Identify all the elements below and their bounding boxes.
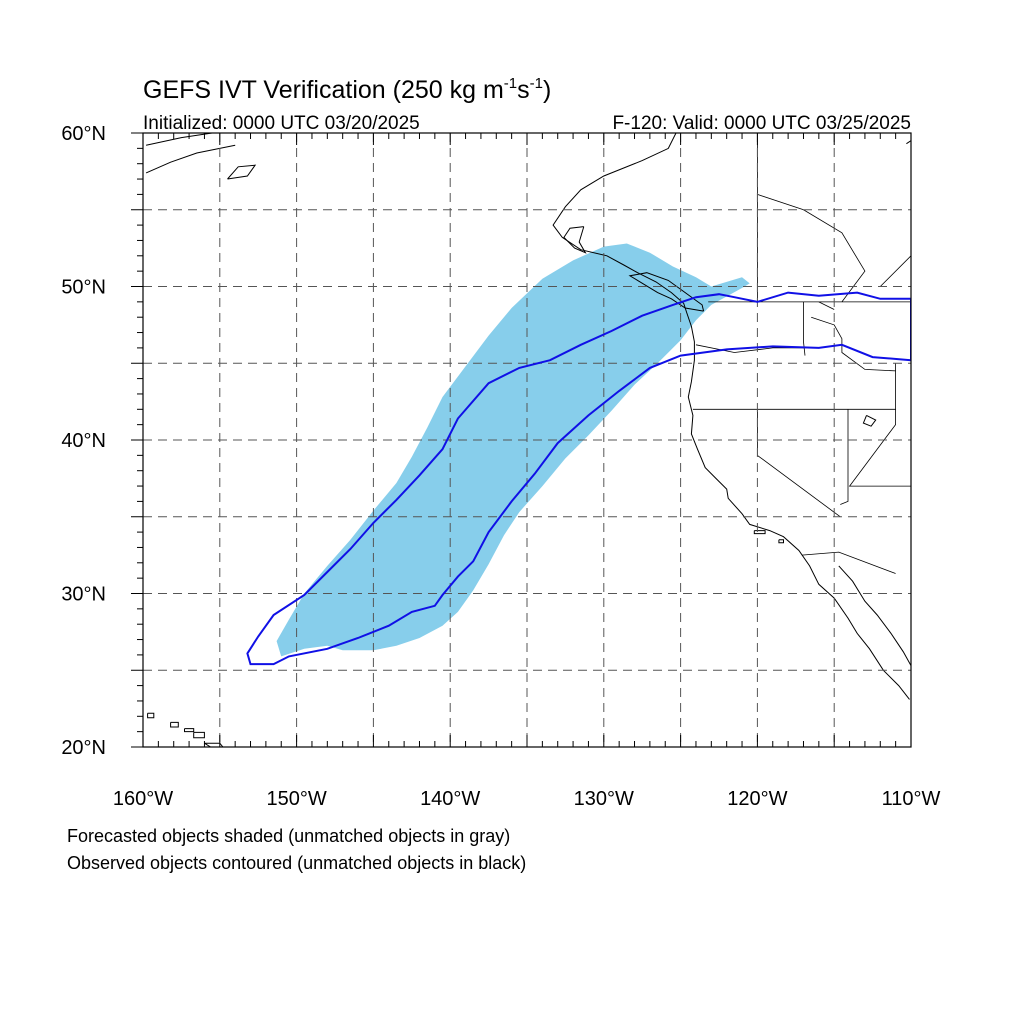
map-frame: [142, 132, 912, 748]
island-outline: [170, 721, 179, 728]
state-border: [757, 194, 866, 303]
island-outline: [147, 712, 155, 719]
lat-label: 50°N: [61, 277, 106, 299]
coastline: [906, 140, 911, 145]
state-border: [880, 255, 911, 287]
lon-label: 150°W: [266, 788, 326, 810]
island-outline: [778, 539, 784, 544]
observed-objects: [246, 291, 911, 666]
lat-label: 20°N: [61, 737, 106, 759]
lon-label: 110°W: [882, 788, 941, 810]
state-border: [818, 301, 835, 310]
lon-label: 160°W: [113, 788, 173, 810]
map-plot-area: [143, 133, 911, 747]
observed-object-contour: [246, 291, 911, 666]
lon-label: 130°W: [574, 788, 634, 810]
island-outline: [184, 728, 195, 733]
coastline: [145, 133, 213, 146]
coastline: [552, 133, 910, 700]
political-borders: [692, 133, 911, 574]
coastline: [227, 164, 257, 180]
coastline: [145, 144, 236, 174]
state-border: [840, 409, 849, 505]
lat-label: 30°N: [61, 584, 106, 606]
coastline: [563, 226, 587, 254]
island-outline: [753, 530, 766, 535]
coastline: [838, 565, 911, 666]
coastlines: [145, 133, 911, 747]
legend-forecast-note: Forecasted objects shaded (unmatched obj…: [67, 826, 511, 846]
lon-label: 120°W: [727, 788, 787, 810]
lat-label: 60°N: [61, 123, 106, 145]
state-border: [848, 363, 911, 487]
lake-outline: [862, 414, 877, 427]
forecast-objects: [276, 243, 750, 657]
state-border: [803, 301, 806, 356]
latitude-labels: 60°N 50°N 40°N 30°N 20°N: [61, 123, 106, 759]
state-border: [757, 409, 841, 518]
valid-time-label: F-120: Valid: 0000 UTC 03/25/2025: [612, 113, 911, 134]
island-outline: [193, 731, 205, 739]
forecast-object-shading: [276, 243, 750, 657]
longitude-labels: 160°W 150°W 140°W 130°W 120°W 110°W: [113, 788, 941, 810]
legend-observed-note: Observed objects contoured (unmatched ob…: [67, 853, 527, 873]
lat-lon-gridlines: [143, 133, 911, 747]
coastline: [628, 272, 705, 312]
figure-title: GEFS IVT Verification (250 kg m-1s-1): [143, 75, 551, 104]
lat-label: 40°N: [61, 430, 106, 452]
island-outline: [204, 742, 224, 747]
init-time-label: Initialized: 0000 UTC 03/20/2025: [143, 113, 420, 134]
lon-label: 140°W: [420, 788, 480, 810]
axis-ticks: [131, 132, 912, 748]
state-border: [801, 551, 896, 574]
